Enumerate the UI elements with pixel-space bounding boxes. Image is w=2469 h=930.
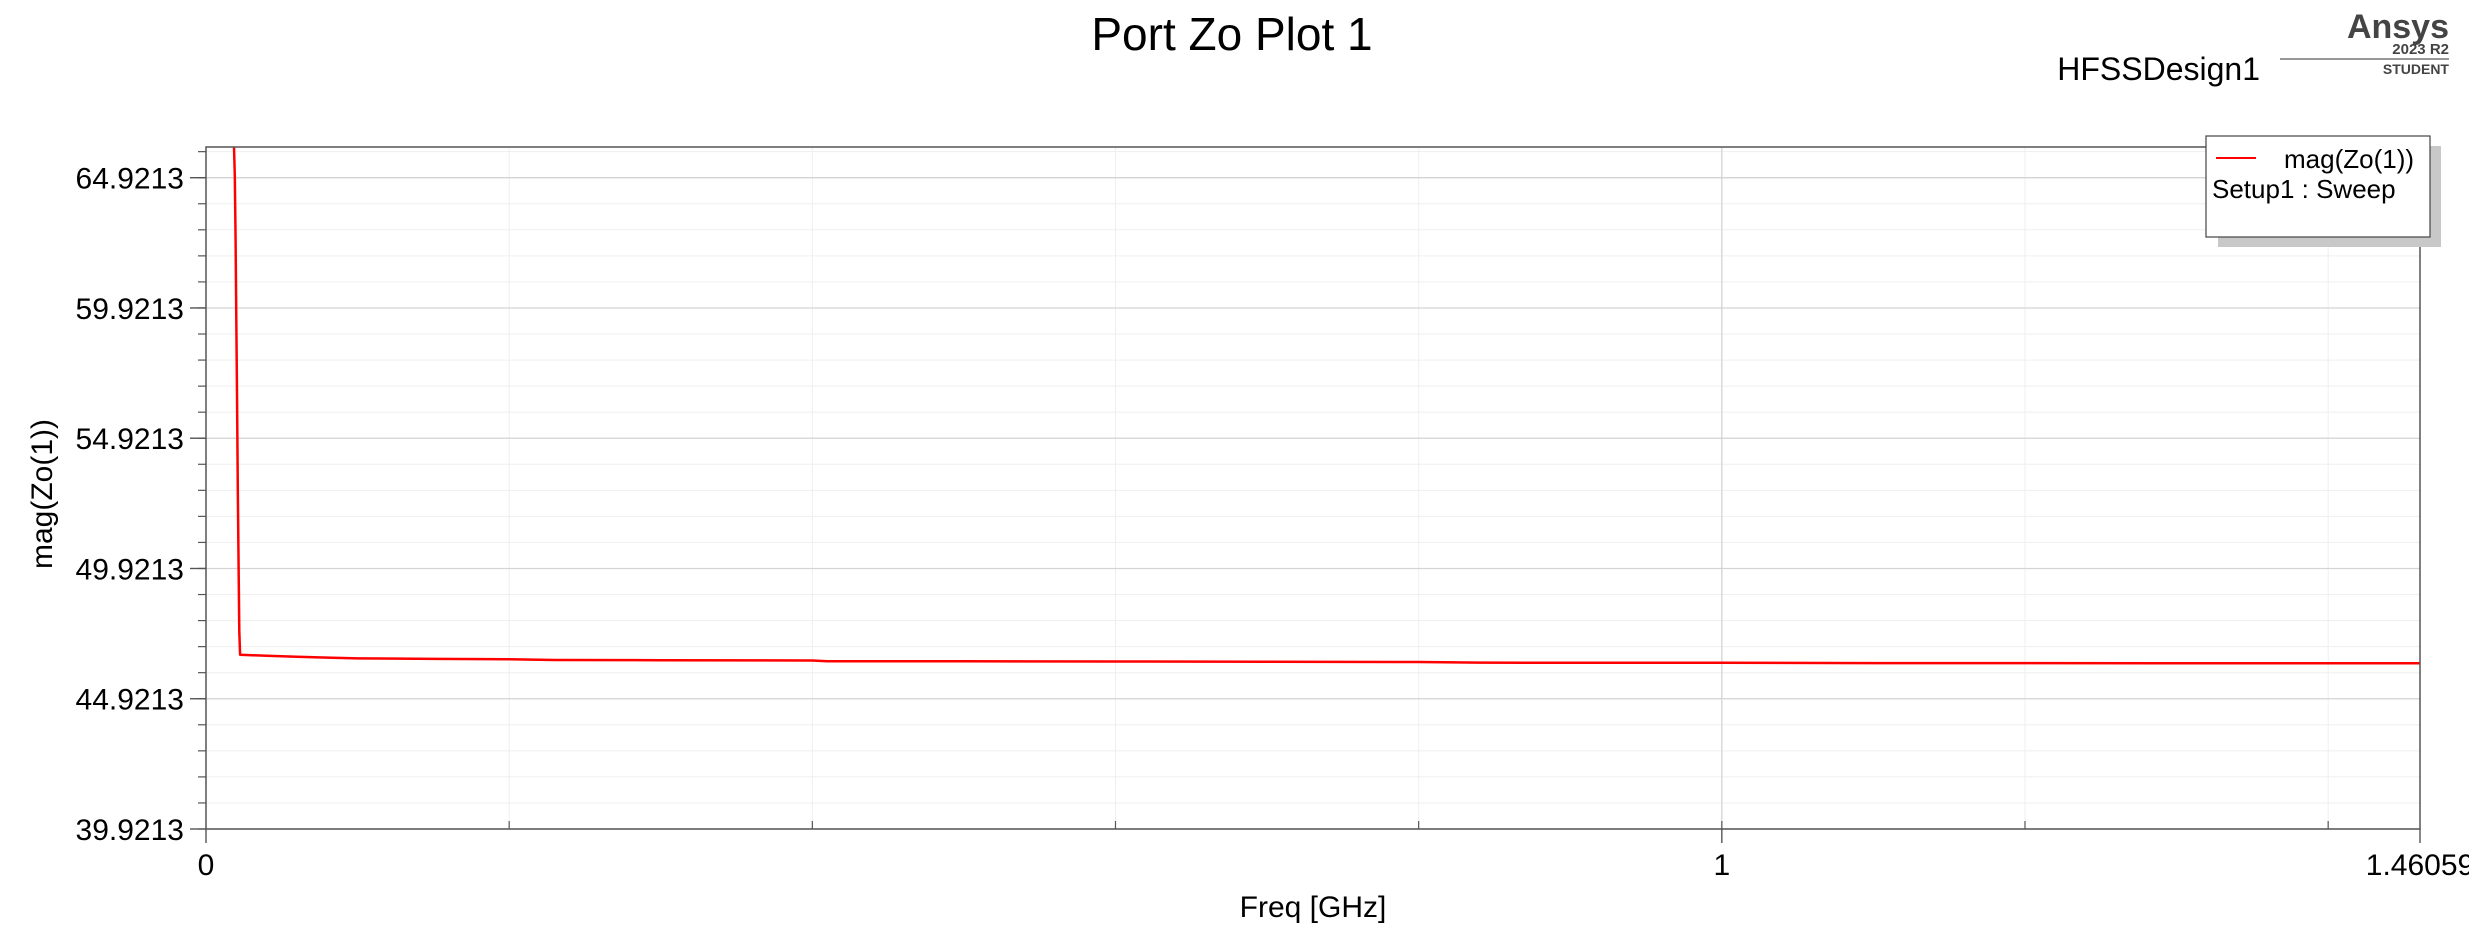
x-axis-label: Freq [GHz] — [1240, 891, 1387, 924]
brand-version: 2023 R2 — [2392, 41, 2449, 58]
y-tick-label: 49.9213 — [76, 553, 184, 586]
legend-box — [2205, 135, 2431, 238]
brand-name: Ansys — [2347, 8, 2449, 46]
chart-title: Port Zo Plot 1 — [1091, 8, 1372, 60]
design-name: HFSSDesign1 — [2057, 51, 2260, 87]
y-tick-label: 59.9213 — [76, 293, 184, 326]
series-line-mag-zo — [232, 146, 2420, 665]
x-tick-label: 1 — [1713, 849, 1730, 882]
y-tick-label: 44.9213 — [76, 684, 184, 717]
y-tick-label: 54.9213 — [76, 423, 184, 456]
x-tick-label: 0 — [198, 849, 215, 882]
y-tick-label: 39.9213 — [76, 814, 184, 847]
tick-marks — [190, 151, 2421, 843]
legend[interactable]: mag(Zo(1)) Setup1 : Sweep — [2205, 135, 2441, 247]
ansys-logo: Ansys 2023 R2 STUDENT — [2280, 8, 2449, 77]
y-tick-labels: 39.9213 44.9213 49.9213 54.9213 59.9213 64.92… — [76, 163, 184, 847]
x-tick-label: 1.46059 — [2366, 849, 2469, 882]
y-axis-label: mag(Zo(1)) — [26, 419, 59, 569]
legend-entry-setup: Setup1 : Sweep — [2212, 174, 2396, 204]
brand-edition: STUDENT — [2383, 61, 2450, 77]
x-tick-labels: 0 1 1.46059 — [198, 849, 2469, 882]
plot-border — [205, 146, 2421, 830]
y-tick-label: 64.9213 — [76, 163, 184, 196]
legend-entry-series: mag(Zo(1)) — [2284, 144, 2414, 174]
series-layer — [232, 146, 2420, 665]
plot-area — [206, 147, 2420, 829]
